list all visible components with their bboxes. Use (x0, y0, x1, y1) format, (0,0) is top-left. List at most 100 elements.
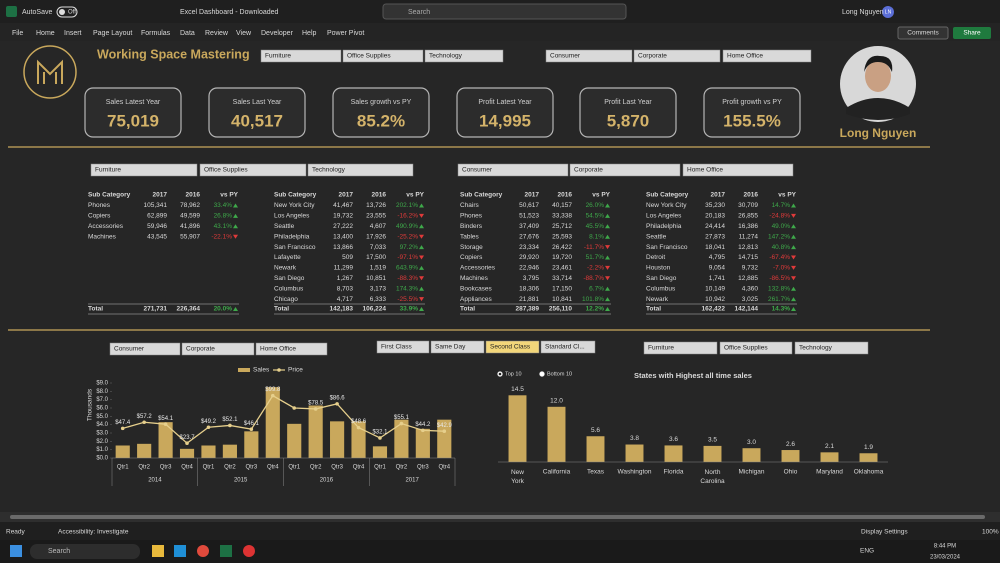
slicer-item[interactable]: Technology (799, 345, 833, 352)
ribbon-tab[interactable]: File (12, 30, 23, 37)
slicer-button[interactable] (457, 163, 569, 177)
slicer-button[interactable] (722, 49, 812, 63)
slicer-button[interactable] (540, 340, 596, 354)
slicer-button[interactable] (255, 342, 328, 356)
ribbon-tab[interactable]: Insert (64, 30, 82, 37)
table-cell: 13,400 (333, 233, 353, 240)
price-point (399, 421, 404, 426)
arrow-up (233, 307, 238, 311)
ribbon-tab[interactable]: Formulas (141, 30, 171, 37)
slicer-item[interactable]: Standard Cl... (545, 344, 585, 351)
toggle[interactable] (56, 6, 78, 18)
search-box[interactable] (382, 3, 627, 20)
slicer-item[interactable]: Technology (312, 167, 346, 174)
radio-label[interactable]: Bottom 10 (547, 371, 572, 377)
ribbon-tab[interactable]: Review (205, 30, 229, 37)
slicer-item[interactable]: Furniture (265, 53, 291, 60)
comments-button[interactable] (897, 26, 949, 40)
slicer-button[interactable] (424, 49, 504, 63)
table-header: Sub Category (88, 192, 131, 199)
ribbon-tab[interactable]: Power Pivot (327, 30, 364, 37)
slicer-item[interactable]: First Class (381, 344, 412, 351)
slicer-item[interactable]: Home Office (687, 167, 723, 174)
slicer-button[interactable] (719, 341, 793, 355)
arrow-up (791, 297, 796, 302)
kpi-label: Sales growth vs PY (351, 99, 412, 106)
taskbar-search[interactable] (30, 544, 140, 559)
slicer-item[interactable]: Furniture (95, 167, 121, 174)
slicer-button[interactable] (569, 163, 681, 177)
kpi-value: 5,870 (607, 111, 650, 130)
radio-label[interactable]: Top 10 (505, 371, 522, 377)
slicer-item[interactable]: Office Supplies (347, 53, 391, 60)
bar (372, 446, 388, 458)
slicer-button[interactable] (633, 49, 721, 63)
slicer-item[interactable]: Home Office (260, 346, 296, 353)
share-button[interactable] (953, 27, 991, 39)
arrow-down (419, 276, 424, 281)
ribbon-tab[interactable]: View (236, 30, 252, 37)
slicer-button[interactable] (376, 340, 430, 354)
slicer-button[interactable] (682, 163, 794, 177)
app-icon[interactable] (174, 545, 186, 557)
label[interactable]: Display Settings (861, 529, 908, 536)
slicer-button[interactable] (545, 49, 633, 63)
data-label: $57.2 (137, 414, 153, 420)
slicer-button[interactable] (260, 49, 342, 63)
data-label: $48.6 (351, 419, 367, 425)
app-icon[interactable] (220, 545, 232, 557)
slicer-button[interactable] (90, 163, 198, 177)
slicer-button[interactable] (199, 163, 307, 177)
app-icon[interactable] (197, 545, 209, 557)
ribbon-tab[interactable]: Data (180, 30, 195, 37)
ribbon-tab[interactable]: Developer (261, 30, 294, 37)
x-tick-label: Qtr2 (224, 465, 236, 471)
slicer-item[interactable]: Consumer (114, 346, 145, 353)
table-cell: 6,333 (370, 296, 387, 303)
ribbon-tab[interactable]: Page Layout (93, 30, 132, 37)
arrow-up (419, 307, 424, 311)
table-cell: 13,866 (333, 244, 353, 251)
table-cell: Columbus (646, 285, 676, 292)
arrow-up (419, 203, 424, 208)
slicer-button[interactable] (342, 49, 424, 63)
slicer-button[interactable] (109, 342, 181, 356)
ribbon-tab[interactable]: Home (36, 30, 55, 37)
app-icon[interactable] (243, 545, 255, 557)
slicer-item[interactable]: Same Day (435, 344, 466, 351)
profile-face (865, 60, 891, 92)
slicer-item[interactable]: Furniture (648, 345, 674, 352)
slicer-item[interactable]: Consumer (550, 53, 581, 60)
slicer-item[interactable]: Second Class (490, 344, 531, 351)
slicer-item[interactable]: Office Supplies (204, 167, 248, 174)
growth-cell: -7.0% (773, 265, 790, 272)
slicer-item[interactable]: Consumer (462, 167, 493, 174)
radio[interactable] (539, 371, 545, 377)
kpi-value: 155.5% (723, 111, 781, 130)
table-header: vs PY (406, 192, 424, 199)
slicer-item[interactable]: Office Supplies (724, 345, 768, 352)
app-icon[interactable] (152, 545, 164, 557)
data-label: $32.1 (372, 430, 388, 436)
start-icon[interactable] (10, 545, 22, 557)
slicer-button[interactable] (485, 340, 540, 354)
slicer-button[interactable] (643, 341, 718, 355)
slicer-item[interactable]: Home Office (727, 53, 763, 60)
table-cell: 3,795 (523, 275, 540, 282)
slicer-button[interactable] (181, 342, 255, 356)
slicer-item[interactable]: Corporate (638, 53, 667, 60)
table-cell: 22,946 (519, 265, 539, 272)
slicer-item[interactable]: Corporate (574, 167, 603, 174)
scroll-thumb[interactable] (10, 515, 985, 519)
slicer-button[interactable] (307, 163, 414, 177)
slicer-button[interactable] (430, 340, 485, 354)
profile-hair (864, 55, 893, 72)
slicer-item[interactable]: Corporate (186, 346, 215, 353)
table-cell: 11,274 (739, 233, 759, 240)
ribbon-tab[interactable]: Help (302, 30, 317, 37)
legend-swatch (238, 368, 250, 372)
slicer-button[interactable] (794, 341, 869, 355)
slicer-item[interactable]: Technology (429, 53, 463, 60)
table-cell: 26,855 (738, 213, 758, 220)
